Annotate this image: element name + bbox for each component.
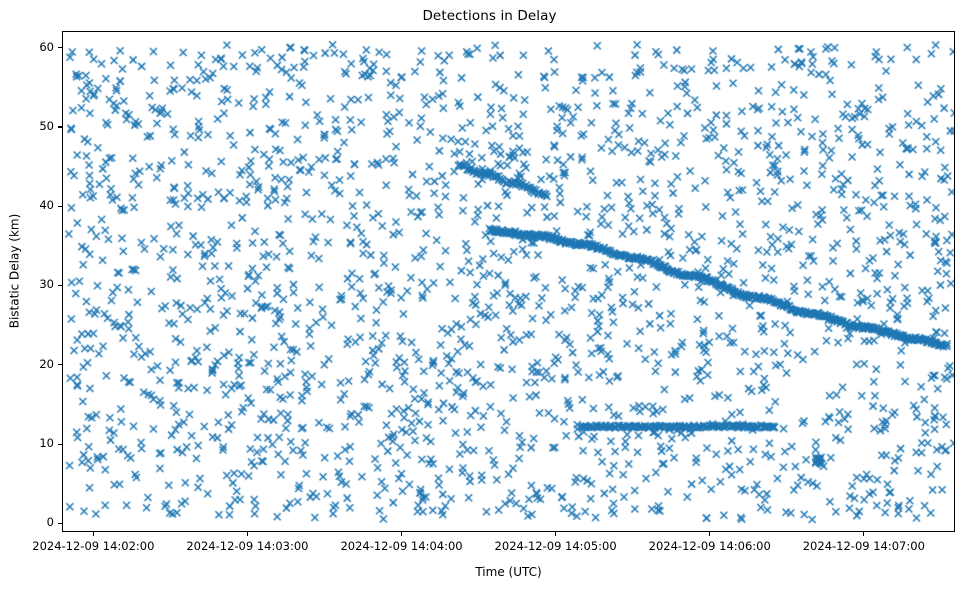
y-axis-tick: 30 — [0, 277, 62, 291]
x-axis-tick: 2024-12-09 14:03:00 — [186, 532, 308, 553]
x-tick-label: 2024-12-09 14:04:00 — [340, 539, 463, 553]
x-tick-label: 2024-12-09 14:03:00 — [186, 539, 309, 553]
y-tick-mark — [58, 47, 62, 49]
x-axis-tick: 2024-12-09 14:06:00 — [649, 532, 771, 553]
y-tick-mark — [58, 522, 62, 524]
y-tick-label: 50 — [39, 118, 54, 133]
y-axis-tick: 40 — [0, 198, 62, 212]
y-axis-tick: 20 — [0, 357, 62, 371]
y-axis-label: Bistatic Delay (km) — [7, 213, 22, 329]
x-tick-mark — [709, 532, 711, 536]
y-tick-mark — [58, 443, 62, 445]
scatter-plot-canvas — [63, 32, 954, 531]
y-axis-tick: 10 — [0, 436, 62, 450]
plot-axes — [62, 31, 955, 532]
y-tick-label: 10 — [39, 436, 54, 450]
y-tick-label: 20 — [39, 356, 54, 371]
y-tick-label: 0 — [46, 515, 54, 530]
y-axis-tick: 50 — [0, 119, 62, 133]
page-title: Detections in Delay — [422, 8, 557, 24]
y-tick-label: 40 — [39, 198, 54, 213]
y-axis-tick: 0 — [0, 515, 62, 529]
y-tick-label: 30 — [39, 277, 54, 292]
y-tick-mark — [58, 284, 62, 287]
x-axis-tick: 2024-12-09 14:04:00 — [340, 532, 463, 553]
x-tick-mark — [555, 532, 557, 536]
x-axis-tick: 2024-12-09 14:07:00 — [803, 532, 925, 553]
x-tick-label: 2024-12-09 14:05:00 — [494, 539, 617, 553]
x-tick-mark — [246, 532, 249, 536]
y-tick-mark — [58, 364, 62, 366]
y-axis-tick: 60 — [0, 40, 62, 54]
y-tick-mark — [58, 126, 62, 128]
x-tick-label: 2024-12-09 14:02:00 — [32, 539, 155, 553]
x-axis-tick: 2024-12-09 14:05:00 — [495, 532, 617, 553]
x-tick-label: 2024-12-09 14:07:00 — [802, 539, 925, 553]
x-tick-label: 2024-12-09 14:06:00 — [648, 539, 771, 553]
x-tick-mark — [401, 532, 403, 536]
y-tick-label: 60 — [39, 39, 54, 54]
y-tick-mark — [58, 205, 62, 207]
x-tick-mark — [92, 532, 94, 536]
x-axis-label: Time (UTC) — [475, 565, 542, 579]
x-axis-tick: 2024-12-09 14:02:00 — [32, 532, 154, 553]
x-tick-mark — [863, 532, 865, 536]
